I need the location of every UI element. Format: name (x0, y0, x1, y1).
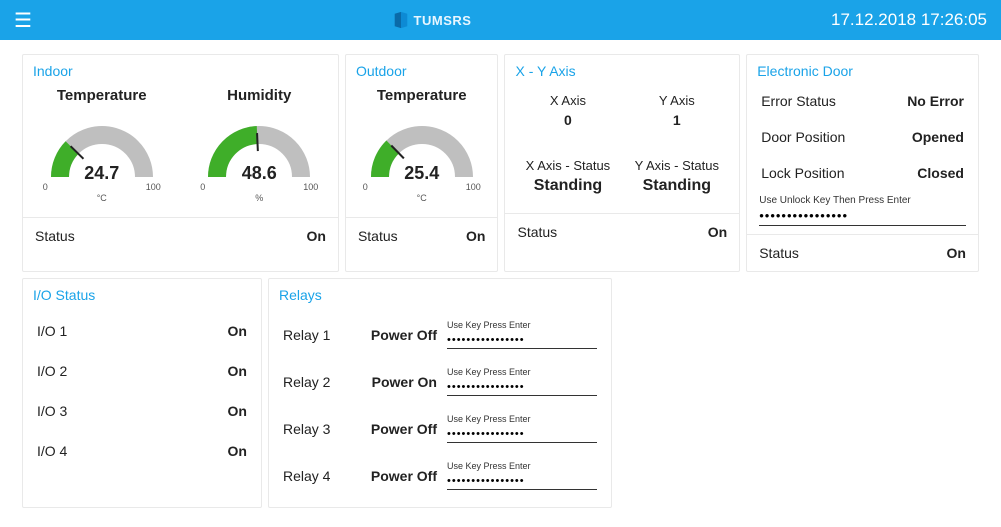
relay-key-hint: Use Key Press Enter (447, 320, 597, 330)
door-title: Electronic Door (747, 55, 978, 83)
io-value: On (228, 323, 247, 339)
io-label: I/O 2 (37, 363, 115, 379)
relays-card: Relays Relay 1 Power Off Use Key Press Ent… (268, 278, 612, 508)
io-title: I/O Status (23, 279, 261, 307)
relay-key-hint: Use Key Press Enter (447, 461, 597, 471)
status-label: Status (759, 245, 799, 261)
io-label: I/O 1 (37, 323, 115, 339)
door-error-label: Error Status (761, 93, 836, 109)
door-status-row: Status On (747, 234, 978, 271)
relay-key-hint: Use Key Press Enter (447, 414, 597, 424)
x-axis-label: X Axis (513, 93, 622, 108)
relay-state: Power Off (353, 327, 437, 343)
io-row: I/O 2 On (23, 351, 261, 391)
relays-title: Relays (269, 279, 611, 307)
io-value: On (228, 363, 247, 379)
door-lock-label: Lock Position (761, 165, 844, 181)
relay-row: Relay 1 Power Off Use Key Press Enter (269, 311, 611, 358)
io-row: I/O 4 On (23, 431, 261, 471)
outdoor-card: Outdoor Temperature 25.4 0100 °C Status … (345, 54, 499, 272)
gauge-unit: °C (23, 193, 180, 203)
relay-state: Power Off (353, 421, 437, 437)
indoor-humidity-gauge: 48.6 (204, 122, 314, 182)
indoor-temperature-label: Temperature (23, 87, 180, 104)
xy-status-row: Status On (505, 213, 739, 250)
relay-label: Relay 1 (283, 327, 343, 343)
y-axis-label: Y Axis (622, 93, 731, 108)
app-header: ☰ TUMSRS 17.12.2018 17:26:05 (0, 0, 1001, 40)
io-row: I/O 1 On (23, 311, 261, 351)
indoor-title: Indoor (23, 55, 338, 83)
relay-row: Relay 3 Power Off Use Key Press Enter (269, 405, 611, 452)
relays-list: Relay 1Power OffUse Key Press EnterRelay… (269, 307, 611, 507)
door-pos-value: Opened (912, 129, 964, 145)
relay-label: Relay 4 (283, 468, 343, 484)
x-axis-value: 0 (513, 112, 622, 128)
indoor-humidity: Humidity 48.6 0100 % (180, 83, 337, 217)
relay-key-input[interactable] (447, 379, 597, 396)
relay-state: Power Off (353, 468, 437, 484)
outdoor-status-row: Status On (346, 217, 498, 254)
io-label: I/O 3 (37, 403, 115, 419)
brand-logo-icon (392, 11, 410, 29)
outdoor-temperature: Temperature 25.4 0100 °C (346, 83, 498, 217)
door-lock-value: Closed (917, 165, 964, 181)
status-label: Status (358, 228, 398, 244)
indoor-temperature-gauge: 24.7 (47, 122, 157, 182)
gauge-unit: °C (346, 193, 498, 203)
status-value: On (708, 224, 727, 240)
relay-state: Power On (353, 374, 437, 390)
outdoor-title: Outdoor (346, 55, 498, 83)
header-timestamp: 17.12.2018 17:26:05 (831, 10, 987, 30)
relay-label: Relay 3 (283, 421, 343, 437)
status-value: On (307, 228, 326, 244)
status-label: Status (517, 224, 557, 240)
status-label: Status (35, 228, 75, 244)
io-list: I/O 1 On I/O 2 On I/O 3 On I/O 4 On (23, 307, 261, 479)
outdoor-temperature-gauge: 25.4 (367, 122, 477, 182)
indoor-humidity-label: Humidity (180, 87, 337, 104)
x-status-value: Standing (513, 177, 622, 195)
io-label: I/O 4 (37, 443, 115, 459)
xy-title: X - Y Axis (505, 55, 739, 83)
door-unlock-hint: Use Unlock Key Then Press Enter (759, 195, 966, 206)
relay-row: Relay 2 Power On Use Key Press Enter (269, 358, 611, 405)
y-status-value: Standing (622, 177, 731, 195)
relay-key-input[interactable] (447, 332, 597, 349)
door-unlock-input[interactable] (759, 206, 966, 226)
io-row: I/O 3 On (23, 391, 261, 431)
io-card: I/O Status I/O 1 On I/O 2 On I/O 3 On I/O 4 On (22, 278, 262, 508)
door-card: Electronic Door Error Status No Error Doo… (746, 54, 979, 272)
menu-icon[interactable]: ☰ (14, 8, 32, 33)
x-status-label: X Axis - Status (513, 158, 622, 173)
relay-row: Relay 4 Power Off Use Key Press Enter (269, 452, 611, 499)
door-error-value: No Error (907, 93, 964, 109)
io-value: On (228, 443, 247, 459)
status-value: On (947, 245, 966, 261)
brand: TUMSRS (32, 11, 831, 29)
relay-key-input[interactable] (447, 426, 597, 443)
relay-key-hint: Use Key Press Enter (447, 367, 597, 377)
relay-label: Relay 2 (283, 374, 343, 390)
indoor-card: Indoor Temperature 24.7 0100 °C Humidity… (22, 54, 339, 272)
y-status-label: Y Axis - Status (622, 158, 731, 173)
indoor-status-row: Status On (23, 217, 338, 254)
indoor-temperature: Temperature 24.7 0100 °C (23, 83, 180, 217)
y-axis-value: 1 (622, 112, 731, 128)
dashboard: Indoor Temperature 24.7 0100 °C Humidity… (0, 40, 1001, 522)
gauge-unit: % (180, 193, 337, 203)
xy-card: X - Y Axis X Axis 0 X Axis - Status Stan… (504, 54, 740, 272)
outdoor-temperature-label: Temperature (346, 87, 498, 104)
brand-text: TUMSRS (414, 13, 472, 28)
status-value: On (466, 228, 485, 244)
door-pos-label: Door Position (761, 129, 845, 145)
relay-key-input[interactable] (447, 473, 597, 490)
io-value: On (228, 403, 247, 419)
